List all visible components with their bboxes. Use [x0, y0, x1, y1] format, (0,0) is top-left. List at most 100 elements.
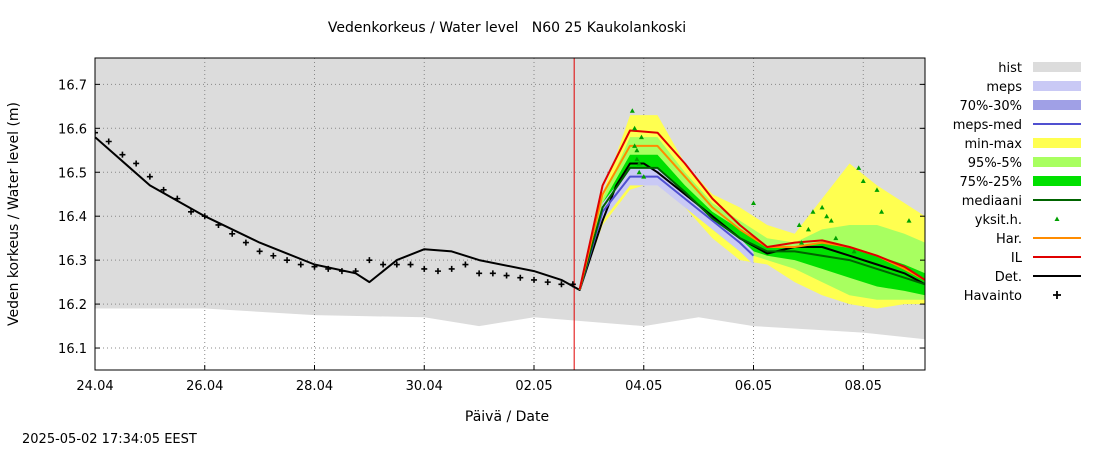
y-tick-label: 16.4	[58, 210, 87, 225]
havainto-point	[270, 252, 277, 259]
havainto-point	[297, 261, 304, 268]
havainto-point	[517, 274, 524, 281]
yksit-point	[906, 218, 912, 223]
legend-swatch-minmax	[1033, 138, 1081, 148]
havainto-point	[476, 270, 483, 277]
legend-label-minmax: min-max	[964, 137, 1022, 152]
y-tick-label: 16.7	[58, 78, 87, 93]
legend-label-hist: hist	[998, 61, 1022, 76]
x-tick-label: 26.04	[186, 379, 223, 394]
timestamp: 2025-05-02 17:34:05 EEST	[22, 432, 197, 447]
havainto-point	[503, 272, 510, 279]
x-tick-label: 06.05	[735, 379, 772, 394]
havainto-point	[146, 173, 153, 180]
yksit-point	[634, 147, 640, 153]
havainto-point	[133, 160, 140, 167]
havainto-point	[489, 270, 496, 277]
meps-band	[579, 167, 754, 291]
yksit-point	[851, 248, 857, 254]
x-tick-label: 28.04	[296, 379, 333, 394]
legend-label-median: mediaani	[962, 194, 1022, 209]
havainto-point	[558, 281, 565, 288]
legend-label-havainto: Havainto	[964, 289, 1022, 304]
yksit-point	[634, 156, 640, 162]
havainto-point	[95, 129, 98, 136]
p75-25-band	[579, 154, 925, 296]
legend-label-p75_25: 75%-25%	[960, 175, 1022, 190]
havainto-point	[421, 265, 428, 272]
y-tick-label: 16.3	[58, 254, 87, 269]
yksit-point	[810, 209, 816, 214]
legend-swatch-meps	[1033, 81, 1081, 91]
legend-label-p95_5: 95%-5%	[968, 156, 1022, 171]
yksit-point	[641, 174, 647, 179]
y-tick-label: 16.2	[58, 298, 87, 313]
chart-title: Vedenkorkeus / Water level N60 25 Kaukol…	[328, 20, 686, 36]
yksit-point	[874, 187, 880, 192]
yksit-point	[856, 165, 862, 170]
yksit-point	[629, 108, 635, 113]
havainto-point	[256, 248, 263, 255]
x-tick-label: 02.05	[515, 379, 552, 394]
yksit-point	[751, 200, 757, 206]
havainto-point	[462, 261, 469, 268]
x-tick-label: 08.05	[845, 379, 882, 394]
y-tick-label: 16.5	[58, 166, 87, 181]
yksit-point	[636, 160, 642, 166]
havainto-point	[448, 265, 455, 272]
havainto-point	[434, 268, 441, 275]
yksit-point	[632, 143, 638, 148]
havainto-point	[242, 239, 249, 246]
havainto-point	[105, 138, 112, 145]
legend-label-il: IL	[1011, 251, 1023, 266]
legend: hist meps 70%-30% meps-med min-max 95%-5% 75%-…	[953, 61, 1081, 304]
legend-swatch-yksit	[1054, 216, 1060, 221]
y-tick-label: 16.6	[58, 122, 87, 137]
series-median-line	[578, 166, 925, 291]
legend-swatch-hist	[1033, 62, 1081, 72]
legend-swatch-havainto	[1053, 291, 1061, 299]
legend-label-det: Det.	[995, 270, 1022, 285]
havainto-point	[284, 257, 291, 264]
yksit-point	[636, 169, 642, 175]
y-axis-label: Veden korkeus / Water level (m)	[6, 102, 22, 326]
havainto-point	[188, 208, 195, 215]
x-axis-label: Päivä / Date	[465, 409, 549, 425]
hist-band	[95, 58, 925, 340]
yksit-point	[860, 178, 866, 184]
havainto-point	[160, 186, 167, 193]
x-tick-label: 04.05	[625, 379, 662, 394]
havainto-point	[544, 279, 551, 286]
legend-label-meps_med: meps-med	[953, 118, 1022, 133]
yksit-point	[819, 204, 825, 210]
legend-swatch-meps_band	[1033, 100, 1081, 110]
yksit-point	[632, 125, 638, 131]
legend-label-yksit: yksit.h.	[975, 213, 1022, 228]
yksit-point	[879, 209, 885, 214]
yksit-point	[799, 240, 805, 245]
legend-label-meps: meps	[986, 80, 1022, 95]
havainto-point	[407, 261, 414, 268]
x-tick-label: 24.04	[76, 379, 113, 394]
yksit-point	[805, 226, 811, 232]
legend-label-har: Har.	[996, 232, 1022, 247]
y-tick-label: 16.1	[58, 342, 87, 357]
havainto-point	[380, 261, 387, 268]
x-tick-label: 30.04	[406, 379, 443, 394]
legend-swatch-p95_5	[1033, 157, 1081, 167]
yksit-point	[824, 213, 830, 219]
havainto-point	[366, 257, 373, 264]
yksit-point	[833, 235, 839, 241]
yksit-point	[796, 222, 802, 227]
havainto-point	[393, 261, 400, 268]
yksit-point	[828, 218, 834, 223]
series-meps_med-line	[578, 175, 755, 291]
plot-frame	[94, 57, 926, 371]
yksit-point	[638, 134, 644, 140]
havainto-point	[119, 151, 126, 158]
series-det-line	[95, 136, 925, 291]
legend-label-meps_band: 70%-30%	[960, 99, 1022, 114]
series-il-line	[578, 129, 925, 290]
havainto-point	[229, 230, 236, 237]
